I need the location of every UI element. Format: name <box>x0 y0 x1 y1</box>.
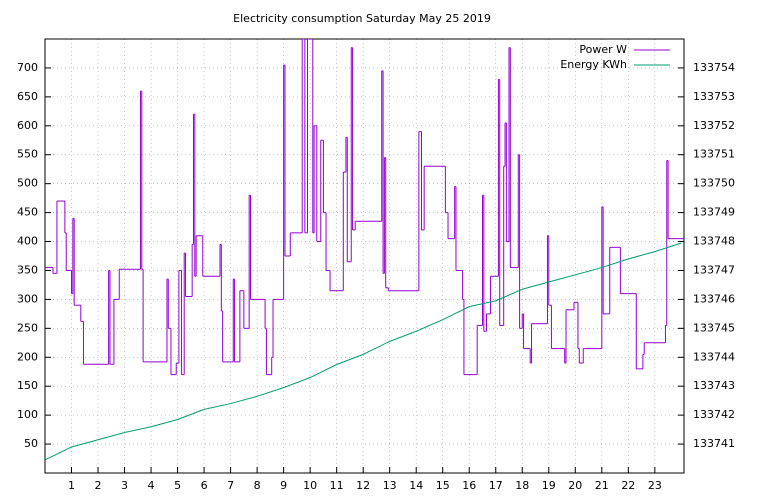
x-tick-label: 2 <box>95 479 102 492</box>
y-tick-label: 250 <box>17 321 38 334</box>
y-tick-label: 600 <box>17 119 38 132</box>
y-tick-label: 50 <box>24 437 38 450</box>
y2-tick-label: 133746 <box>693 292 735 305</box>
x-tick-label: 21 <box>595 479 609 492</box>
y-tick-label: 400 <box>17 235 38 248</box>
y2-tick-label: 133741 <box>693 437 735 450</box>
x-tick-label: 10 <box>303 479 317 492</box>
x-tick-label: 22 <box>621 479 635 492</box>
x-tick-label: 3 <box>121 479 128 492</box>
x-tick-label: 13 <box>383 479 397 492</box>
y2-tick-label: 133744 <box>693 350 735 363</box>
y-tick-label: 150 <box>17 379 38 392</box>
y2-tick-label: 133745 <box>693 321 735 334</box>
x-tick-label: 16 <box>462 479 476 492</box>
x-tick-label: 9 <box>280 479 287 492</box>
y-tick-label: 450 <box>17 206 38 219</box>
y2-tick-label: 133754 <box>693 61 735 74</box>
y2-tick-label: 133751 <box>693 148 735 161</box>
x-tick-label: 17 <box>489 479 503 492</box>
y2-tick-label: 133743 <box>693 379 735 392</box>
y-tick-label: 350 <box>17 263 38 276</box>
y2-tick-label: 133749 <box>693 206 735 219</box>
y-tick-label: 300 <box>17 292 38 305</box>
y2-tick-label: 133747 <box>693 263 735 276</box>
x-tick-label: 5 <box>174 479 181 492</box>
x-tick-label: 23 <box>648 479 662 492</box>
y-tick-label: 550 <box>17 148 38 161</box>
y-tick-label: 100 <box>17 408 38 421</box>
y-tick-label: 700 <box>17 61 38 74</box>
y-tick-label: 500 <box>17 177 38 190</box>
y2-tick-label: 133742 <box>693 408 735 421</box>
legend-label: Power W <box>579 43 627 56</box>
legend-label: Energy KWh <box>560 58 627 71</box>
chart-title: Electricity consumption Saturday May 25 … <box>233 12 491 25</box>
x-tick-label: 18 <box>515 479 529 492</box>
y2-tick-label: 133748 <box>693 235 735 248</box>
x-tick-label: 7 <box>227 479 234 492</box>
plot-frame <box>44 38 685 474</box>
x-tick-label: 15 <box>436 479 450 492</box>
x-tick-label: 8 <box>254 479 261 492</box>
x-tick-label: 11 <box>330 479 344 492</box>
y-tick-label: 650 <box>17 90 38 103</box>
y2-tick-label: 133752 <box>693 119 735 132</box>
x-tick-label: 12 <box>356 479 370 492</box>
y-tick-label: 200 <box>17 350 38 363</box>
x-tick-label: 4 <box>148 479 155 492</box>
x-tick-label: 1 <box>68 479 75 492</box>
y2-tick-label: 133753 <box>693 90 735 103</box>
x-tick-label: 6 <box>201 479 208 492</box>
energy-line <box>45 242 682 461</box>
y2-tick-label: 133750 <box>693 177 735 190</box>
x-tick-label: 20 <box>568 479 582 492</box>
x-tick-label: 14 <box>409 479 423 492</box>
x-tick-label: 19 <box>542 479 556 492</box>
